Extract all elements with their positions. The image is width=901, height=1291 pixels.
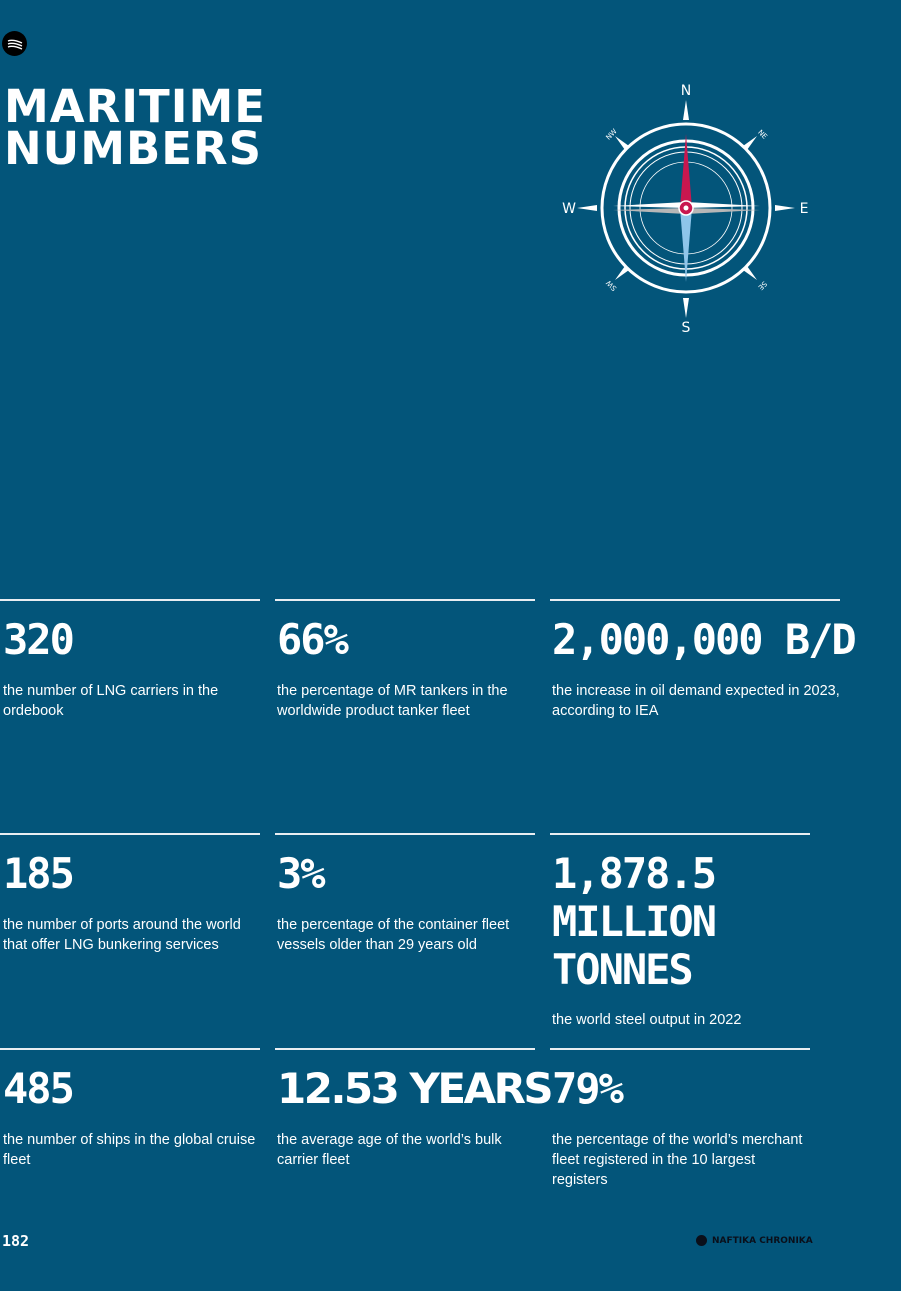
stat-divider xyxy=(550,1048,810,1050)
stat-description: the number of ships in the global cruise… xyxy=(3,1132,256,1168)
compass-north-needle xyxy=(680,134,692,208)
compass-label-s: S xyxy=(682,320,691,336)
stat-divider xyxy=(0,833,260,835)
brand-mark-icon xyxy=(696,1235,707,1246)
compass-rose-icon: N S W E NW NE SW SE xyxy=(562,83,809,336)
title-line-2: NUMBERS xyxy=(4,122,263,175)
stat-divider xyxy=(275,1048,535,1050)
compass-label-ne: NE xyxy=(756,128,768,140)
compass-east-shade xyxy=(686,208,760,214)
stat-description: the number of LNG carriers in the ordebo… xyxy=(3,683,219,719)
compass-label-sw: SW xyxy=(605,279,619,293)
stat-value: 12.53 YEARS xyxy=(277,1064,554,1113)
brand-name: NAFTIKA CHRONIKA xyxy=(712,1235,813,1246)
stat-value: 1,878.5 MILLION TONNES xyxy=(550,850,810,994)
stat-cruise-fleet: 485 the number of ships in the global cr… xyxy=(0,1048,260,1170)
compass-label-se: SE xyxy=(756,279,768,291)
stat-value: 79% xyxy=(552,1064,624,1113)
stat-value-line-2: MILLION xyxy=(552,897,717,946)
stat-value: 3% xyxy=(277,849,326,898)
footer-brand: NAFTIKA CHRONIKA xyxy=(696,1235,813,1246)
compass-label-e: E xyxy=(800,201,809,217)
stat-divider xyxy=(275,833,535,835)
waves-icon xyxy=(7,39,22,50)
stat-value: 185 xyxy=(3,849,75,898)
stat-lng-ports: 185 the number of ports around the world… xyxy=(0,833,260,955)
stat-divider xyxy=(275,599,535,601)
compass-east-point xyxy=(686,202,760,208)
stat-divider xyxy=(0,1048,260,1050)
stat-steel-output: 1,878.5 MILLION TONNES the world steel o… xyxy=(550,833,810,1030)
stat-bulk-carrier-age: 12.53 YEARS the average age of the world… xyxy=(275,1048,554,1170)
stat-description: the world steel output in 2022 xyxy=(552,1012,742,1028)
page-number: 182 xyxy=(2,1232,30,1250)
stat-divider xyxy=(0,599,260,601)
stat-value: 66% xyxy=(277,615,349,664)
page-title: MARITIME NUMBERS xyxy=(4,84,266,171)
compass-label-n: N xyxy=(681,83,691,99)
stat-merchant-registers: 79% the percentage of the world’s mercha… xyxy=(550,1048,810,1190)
stat-description: the average age of the world’s bulk carr… xyxy=(277,1132,502,1168)
stat-description: the increase in oil demand expected in 2… xyxy=(552,683,840,719)
compass-label-w: W xyxy=(562,201,576,217)
compass-south-needle xyxy=(680,208,692,282)
stat-value: 320 xyxy=(3,615,75,664)
stat-value-line-1: 1,878.5 xyxy=(552,849,717,898)
stat-description: the percentage of the world’s merchant f… xyxy=(552,1132,803,1188)
compass-west-shade xyxy=(613,208,686,214)
stat-description: the number of ports around the world tha… xyxy=(3,917,241,953)
compass-west-point xyxy=(613,202,686,208)
compass-label-nw: NW xyxy=(604,127,618,141)
stat-description: the percentage of the container fleet ve… xyxy=(277,917,510,953)
stat-value: 2,000,000 B/D xyxy=(552,615,857,664)
stat-lng-carriers: 320 the number of LNG carriers in the or… xyxy=(0,599,260,721)
stat-oil-demand: 2,000,000 B/D the increase in oil demand… xyxy=(550,599,857,721)
stat-value-line-3: TONNES xyxy=(552,945,694,994)
stat-container-fleet: 3% the percentage of the container fleet… xyxy=(275,833,535,955)
stat-description: the percentage of MR tankers in the worl… xyxy=(277,683,508,719)
title-line-1: MARITIME xyxy=(4,80,266,133)
stat-divider xyxy=(550,833,810,835)
brand-logo-icon xyxy=(2,31,27,56)
stat-divider xyxy=(550,599,840,601)
stat-mr-tankers: 66% the percentage of MR tankers in the … xyxy=(275,599,535,721)
stat-value: 485 xyxy=(3,1064,75,1113)
